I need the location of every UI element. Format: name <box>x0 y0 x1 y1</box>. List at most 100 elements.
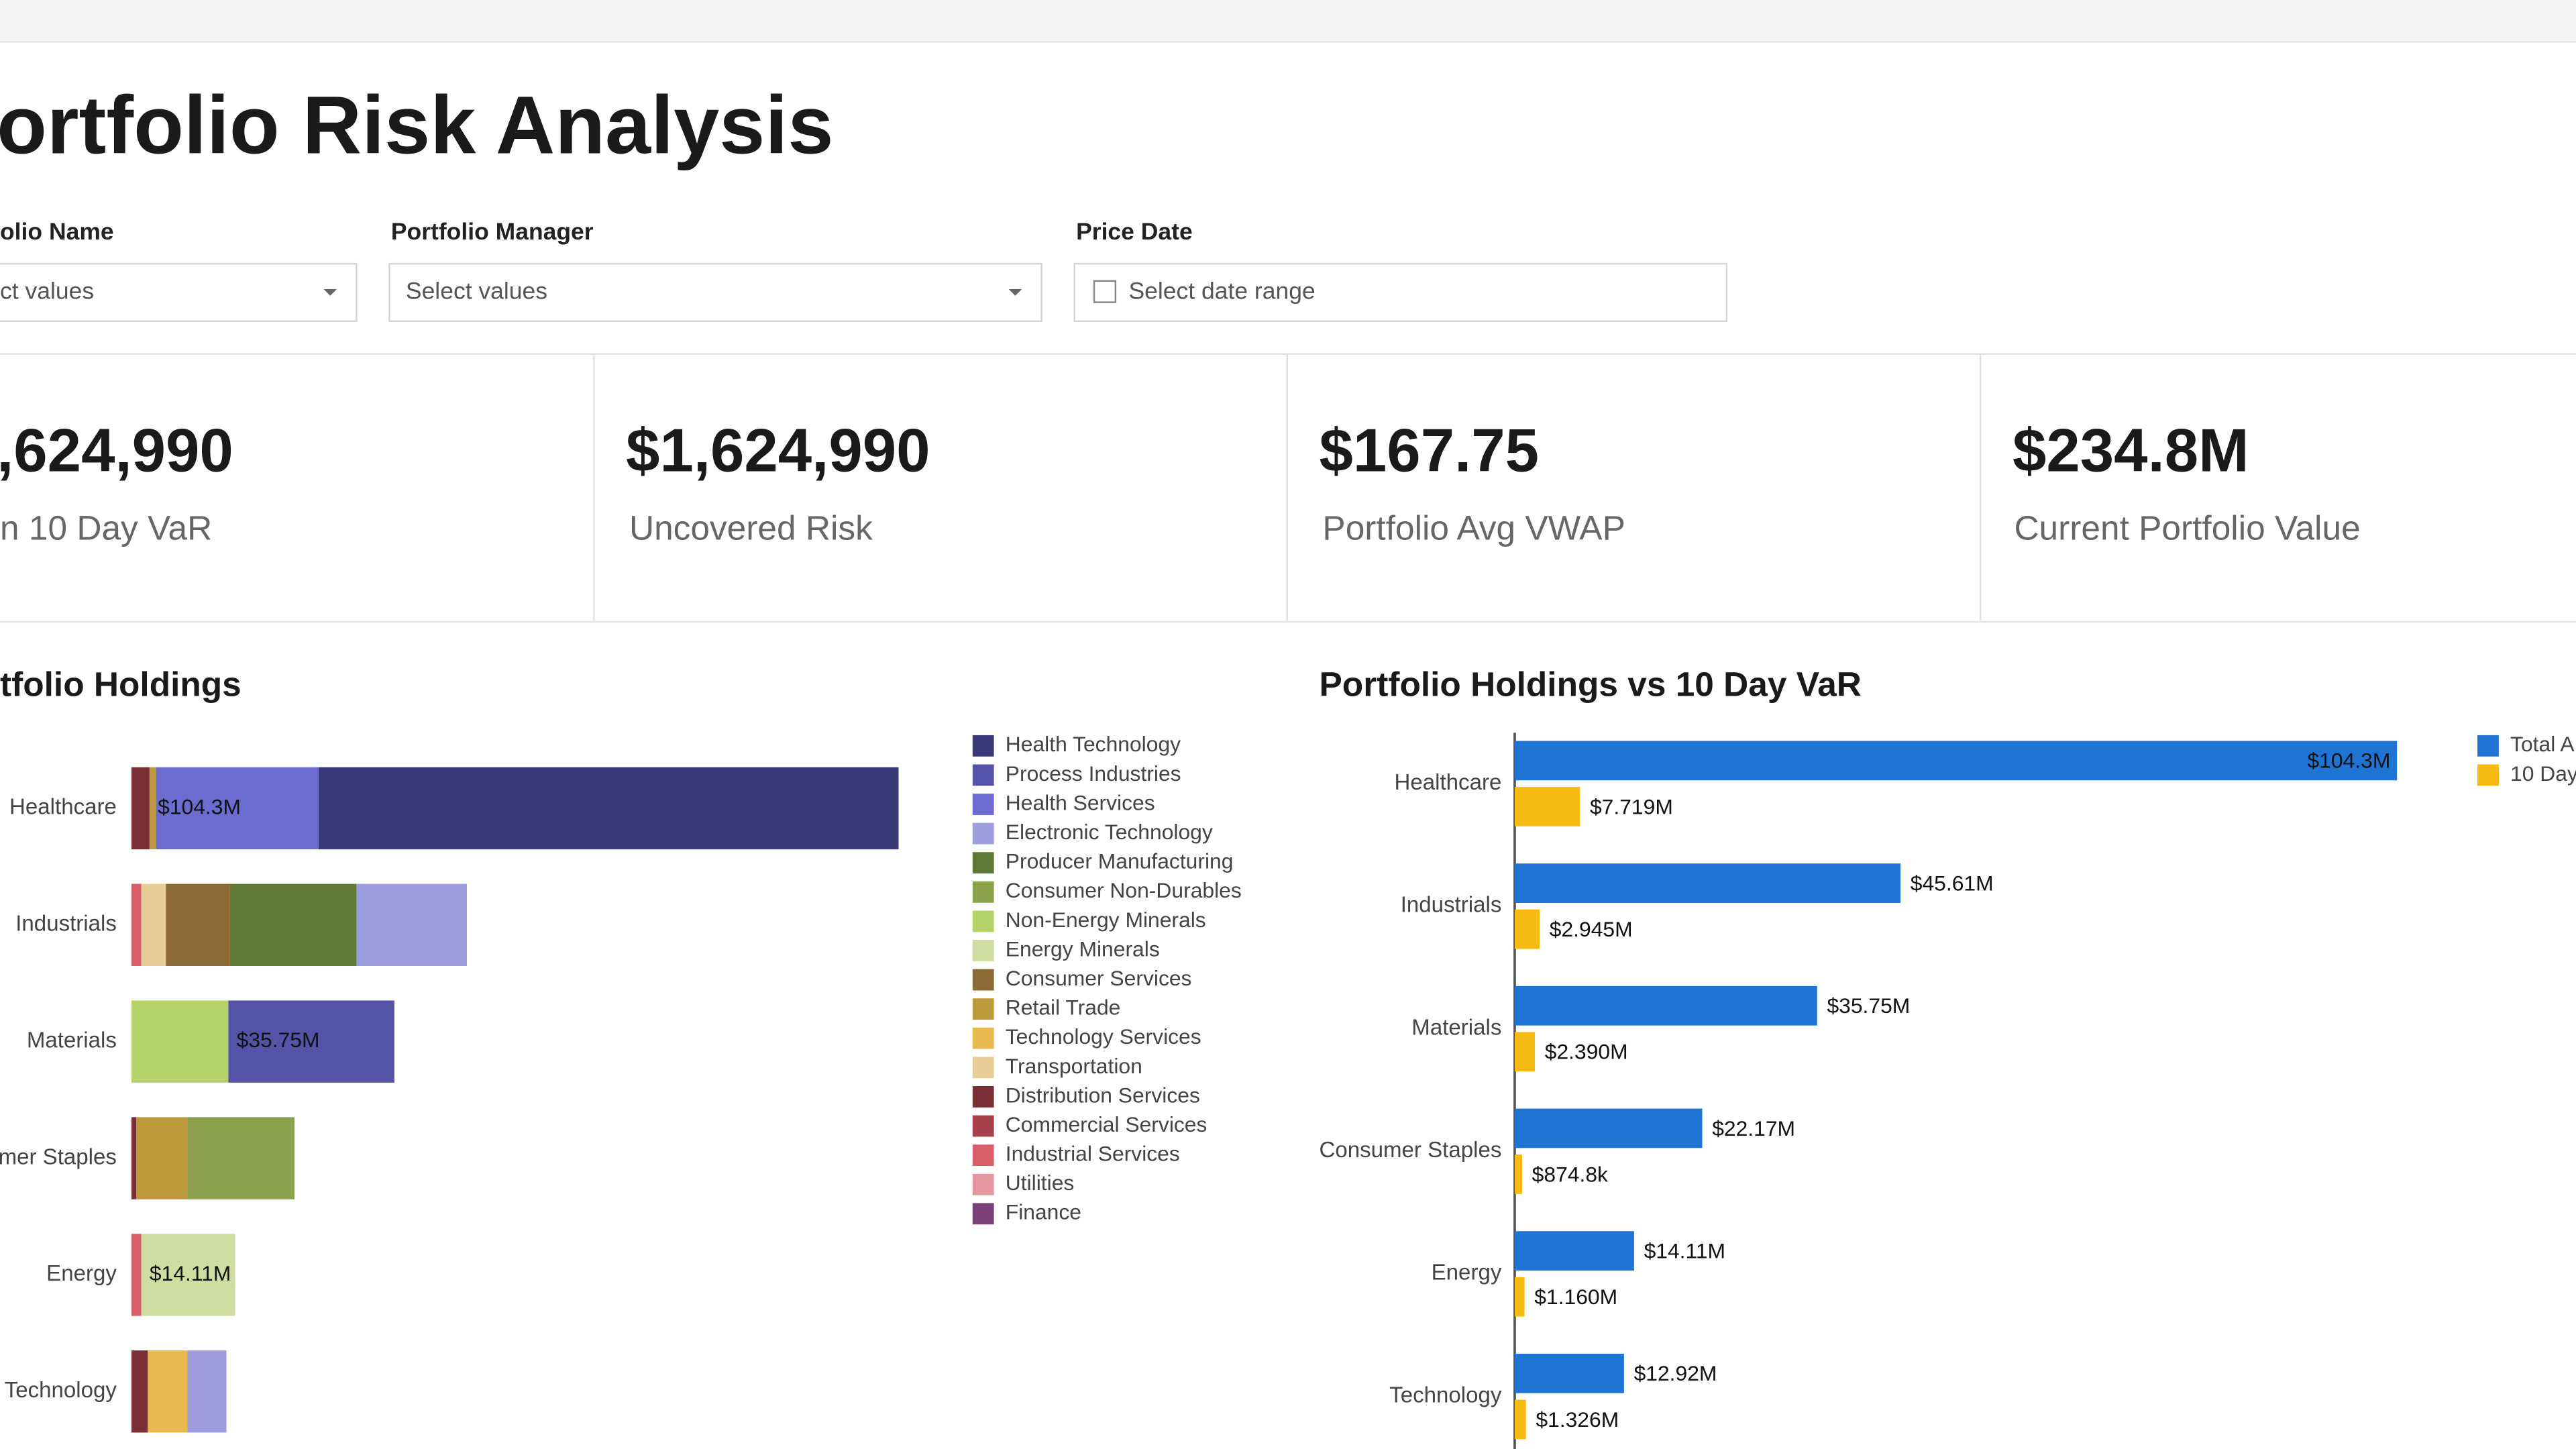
bar <box>1514 787 1580 826</box>
dropdown-arrow <box>323 289 337 296</box>
bar-segment <box>187 1350 227 1433</box>
kpi-label: Portfolio Avg VWAP <box>1322 508 1625 547</box>
y-tick-label: Materials <box>27 1028 117 1053</box>
data-label: $2.945M <box>1550 917 1633 941</box>
legend-label: Health Services <box>1006 790 1155 814</box>
legend-swatch <box>972 881 994 903</box>
legend-label: Retail Trade <box>1006 996 1121 1020</box>
y-tick-label: Energy <box>46 1261 117 1286</box>
filter-label: Portfolio Manager <box>391 218 594 245</box>
kpi-label: Current Portfolio Value <box>2014 508 2360 547</box>
data-label: $874.8k <box>1532 1162 1608 1186</box>
data-label: $104.3M <box>158 794 241 818</box>
legend-swatch <box>972 822 994 845</box>
y-tick-label: Materials <box>1411 1015 1501 1040</box>
bar-segment <box>131 1234 142 1316</box>
bar <box>1514 1108 1703 1148</box>
dropdown-arrow <box>1008 289 1022 296</box>
legend-swatch <box>2477 735 2499 757</box>
kpi-value: $234.8M <box>2012 417 2249 484</box>
data-label: $7.719M <box>1590 794 1673 818</box>
bar <box>1514 1399 1526 1440</box>
legend-label: Transportation <box>1006 1054 1142 1078</box>
legend-swatch <box>972 794 994 815</box>
legend-swatch <box>972 735 994 757</box>
legend-swatch <box>972 1086 994 1108</box>
bar <box>1514 1353 1624 1393</box>
y-tick-label: Healthcare <box>9 795 117 820</box>
bar-segment <box>149 767 156 850</box>
bar <box>1514 985 1817 1026</box>
bar-segment <box>229 883 357 966</box>
legend-swatch <box>972 910 994 932</box>
legend-swatch <box>972 1173 994 1195</box>
legend-label: Electronic Technology <box>1006 820 1213 844</box>
legend-label: Utilities <box>1006 1171 1075 1195</box>
top-bar <box>0 0 2576 42</box>
data-label: $22.17M <box>1712 1116 1795 1140</box>
data-label: $1.160M <box>1534 1285 1617 1309</box>
legend-swatch <box>972 998 994 1020</box>
kpi-label: Uncovered Risk <box>629 508 873 547</box>
bar-segment <box>356 883 467 966</box>
bar <box>1514 741 2398 781</box>
data-label: $2.390M <box>1545 1040 1628 1064</box>
data-label: $1.326M <box>1536 1407 1619 1432</box>
bar-segment <box>136 1117 188 1199</box>
filter-label: olio Name <box>0 218 114 245</box>
y-tick-label: Healthcare <box>1395 770 1502 795</box>
legend-swatch <box>972 852 994 874</box>
bar-segment <box>141 1234 235 1316</box>
legend-label: Distribution Services <box>1006 1083 1200 1107</box>
data-label: $45.61M <box>1911 871 1994 895</box>
kpi-value: ,624,990 <box>0 417 233 484</box>
y-tick-label: Industrials <box>1401 893 1502 918</box>
bar-segment <box>131 767 150 850</box>
legend-label: Total A <box>2510 732 2575 756</box>
legend-label: Health Technology <box>1006 732 1181 756</box>
y-tick-label: Technology <box>1389 1383 1502 1407</box>
dropdown[interactable] <box>0 262 358 322</box>
bar-segment <box>141 883 166 966</box>
bar-segment <box>187 1117 294 1199</box>
legend-label: Consumer Services <box>1006 966 1192 990</box>
legend-swatch <box>972 1203 994 1225</box>
legend-label: Consumer Non-Durables <box>1006 878 1242 902</box>
bar <box>1514 1032 1536 1072</box>
data-label: $104.3M <box>2307 749 2390 773</box>
bar-segment <box>228 1000 394 1083</box>
legend-label: Process Industries <box>1006 761 1181 786</box>
legend-swatch <box>972 1115 994 1137</box>
bar-segment <box>131 1000 229 1083</box>
bar-segment <box>156 767 319 850</box>
data-label: $35.75M <box>1827 994 1910 1018</box>
bar <box>1514 1277 1525 1317</box>
data-label: $12.92M <box>1634 1361 1717 1385</box>
page-title: ortfolio Risk Analysis <box>0 78 833 170</box>
bar <box>1514 1155 1522 1194</box>
legend-swatch <box>972 1144 994 1167</box>
date-placeholder: Select date range <box>1128 277 1315 304</box>
chart-title: Portfolio Holdings vs 10 Day VaR <box>1320 664 1862 703</box>
dropdown[interactable] <box>388 262 1042 322</box>
legend-swatch <box>972 1057 994 1079</box>
legend-label: Technology Services <box>1006 1024 1201 1049</box>
bar-segment <box>148 1350 188 1433</box>
chart-title: tfolio Holdings <box>0 664 241 703</box>
legend-label: Producer Manufacturing <box>1006 849 1234 873</box>
legend-label: Commercial Services <box>1006 1112 1208 1136</box>
legend-swatch <box>2477 764 2499 786</box>
kpi-label: n 10 Day VaR <box>0 508 212 547</box>
legend-label: Industrial Services <box>1006 1142 1180 1166</box>
y-tick-label: mer Staples <box>0 1144 117 1169</box>
legend-label: Finance <box>1006 1200 1081 1224</box>
date-picker[interactable] <box>1073 262 1728 322</box>
bar-segment <box>318 767 899 850</box>
legend-swatch <box>972 764 994 786</box>
legend-label: 10 Day <box>2510 761 2576 786</box>
calendar-icon <box>1093 280 1117 303</box>
dropdown-placeholder: ct values <box>0 277 94 304</box>
dropdown-placeholder: Select values <box>406 277 547 304</box>
y-tick-label: Energy <box>1432 1260 1502 1285</box>
